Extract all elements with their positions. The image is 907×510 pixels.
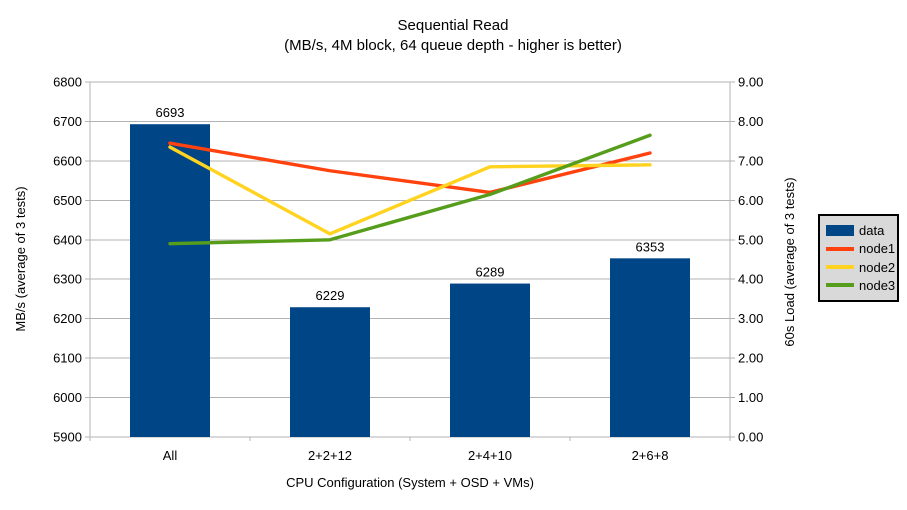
bar-value-label: 6229 (316, 288, 345, 303)
x-axis-title: CPU Configuration (System + OSD + VMs) (286, 475, 534, 490)
left-tick-label: 6600 (53, 153, 82, 168)
left-tick-label: 6000 (53, 390, 82, 405)
chart-title: Sequential Read (398, 17, 509, 34)
right-tick-label: 8.00 (738, 114, 763, 129)
legend-label-node3: node3 (859, 277, 896, 293)
left-tick-label: 6200 (53, 311, 82, 326)
left-tick-label: 6400 (53, 232, 82, 247)
bar-2+6+8 (610, 258, 690, 437)
bar-2+4+10 (450, 283, 530, 437)
category-label: 2+2+12 (308, 448, 352, 463)
right-tick-label: 6.00 (738, 193, 763, 208)
legend-item-node2: node2 (826, 261, 895, 274)
bar-value-label: 6289 (476, 265, 505, 280)
right-tick-label: 5.00 (738, 232, 763, 247)
category-label: All (163, 448, 178, 463)
legend-swatch-node1 (826, 246, 854, 251)
category-label: 2+6+8 (632, 448, 669, 463)
legend-swatch-data (826, 225, 854, 237)
legend-item-node1: node1 (826, 242, 895, 255)
bar-value-label: 6693 (156, 105, 185, 120)
bar-value-label: 6353 (636, 239, 665, 254)
right-axis-title: 60s Load (average of 3 tests) (782, 177, 797, 346)
right-tick-label: 7.00 (738, 153, 763, 168)
left-tick-label: 5900 (53, 430, 82, 445)
bar-2+2+12 (290, 307, 370, 437)
line-node3 (168, 133, 652, 246)
left-axis-title: MB/s (average of 3 tests) (13, 186, 28, 331)
bar-All (130, 124, 210, 437)
line-node1 (168, 141, 652, 195)
left-tick-label: 6700 (53, 114, 82, 129)
right-tick-label: 3.00 (738, 311, 763, 326)
legend-swatch-node2 (826, 265, 854, 270)
category-label: 2+4+10 (468, 448, 512, 463)
legend-label-data: data (859, 223, 885, 239)
right-tick-label: 0.00 (738, 430, 763, 445)
legend-swatch-node3 (826, 283, 854, 288)
left-tick-label: 6100 (53, 351, 82, 366)
legend-label-node2: node2 (859, 259, 896, 275)
left-tick-label: 6500 (53, 193, 82, 208)
legend-item-data: data (826, 224, 895, 237)
right-tick-label: 1.00 (738, 390, 763, 405)
right-tick-label: 4.00 (738, 272, 763, 287)
chart-subtitle: (MB/s, 4M block, 64 queue depth - higher… (284, 37, 622, 54)
right-tick-label: 2.00 (738, 351, 763, 366)
left-tick-label: 6300 (53, 272, 82, 287)
legend: data node1 node2 node3 (818, 214, 899, 302)
left-tick-label: 6800 (53, 75, 82, 90)
legend-label-node1: node1 (859, 241, 896, 257)
right-tick-label: 9.00 (738, 75, 763, 90)
legend-item-node3: node3 (826, 279, 895, 292)
